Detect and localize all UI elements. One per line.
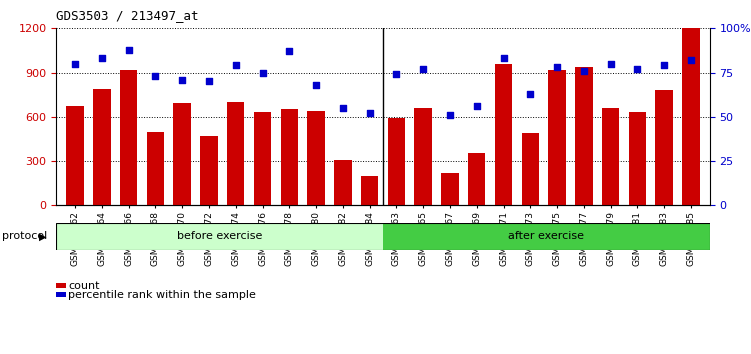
- Point: [257, 70, 269, 75]
- Bar: [361, 176, 379, 205]
- Bar: [383, 223, 710, 250]
- Bar: [388, 118, 405, 205]
- Point: [417, 66, 429, 72]
- Bar: [548, 70, 566, 205]
- Bar: [415, 108, 432, 205]
- Point: [176, 77, 189, 82]
- Point: [658, 63, 670, 68]
- Point: [524, 91, 536, 97]
- Bar: [227, 102, 244, 205]
- Point: [685, 57, 697, 63]
- Bar: [656, 90, 673, 205]
- Text: before exercise: before exercise: [177, 231, 262, 241]
- Bar: [254, 113, 271, 205]
- Point: [632, 66, 644, 72]
- Text: percentile rank within the sample: percentile rank within the sample: [68, 290, 256, 300]
- Bar: [173, 103, 191, 205]
- Point: [230, 63, 242, 68]
- Text: GDS3503 / 213497_at: GDS3503 / 213497_at: [56, 9, 199, 22]
- Text: ▶: ▶: [39, 232, 47, 241]
- Point: [283, 48, 295, 54]
- Bar: [120, 70, 137, 205]
- Point: [69, 61, 81, 67]
- Bar: [281, 109, 298, 205]
- Point: [497, 56, 509, 61]
- Bar: [495, 64, 512, 205]
- Bar: [334, 160, 351, 205]
- Bar: [682, 28, 700, 205]
- Bar: [575, 67, 593, 205]
- Bar: [66, 107, 84, 205]
- Point: [310, 82, 322, 88]
- Point: [149, 73, 161, 79]
- Text: protocol: protocol: [2, 232, 47, 241]
- Point: [391, 72, 403, 77]
- Point: [578, 68, 590, 74]
- Point: [551, 64, 563, 70]
- Bar: [629, 113, 646, 205]
- Bar: [442, 173, 459, 205]
- Point: [96, 56, 108, 61]
- Bar: [201, 136, 218, 205]
- Point: [605, 61, 617, 67]
- Bar: [468, 153, 485, 205]
- Point: [363, 110, 376, 116]
- Point: [203, 79, 215, 84]
- Text: after exercise: after exercise: [508, 231, 584, 241]
- Bar: [602, 108, 620, 205]
- Bar: [146, 132, 164, 205]
- Bar: [307, 111, 324, 205]
- Bar: [56, 223, 383, 250]
- Text: count: count: [68, 280, 100, 291]
- Point: [337, 105, 349, 111]
- Point: [444, 112, 456, 118]
- Bar: [93, 89, 110, 205]
- Point: [122, 47, 134, 52]
- Point: [471, 103, 483, 109]
- Bar: [522, 133, 539, 205]
